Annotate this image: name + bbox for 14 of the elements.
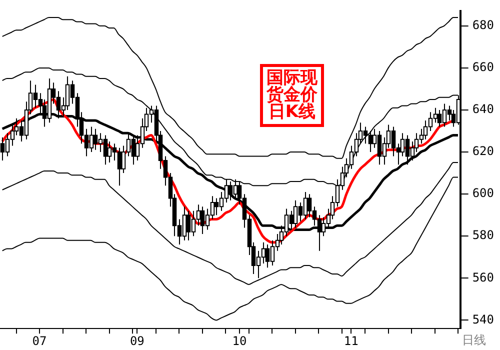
x-tick-label: 07 (32, 334, 47, 348)
y-tick-label: 540 (472, 312, 494, 326)
y-tick-label: 580 (472, 228, 494, 242)
y-tick-label: 660 (472, 60, 494, 74)
y-tick-label: 560 (472, 270, 494, 284)
x-tick-label: 11 (344, 334, 358, 348)
y-tick-label: 640 (472, 102, 494, 116)
text: 国际现货金价日K线 (260, 64, 324, 127)
y-tick-label: 600 (472, 186, 494, 200)
y-tick-label: 680 (472, 18, 494, 32)
x-tick-label: 09 (130, 334, 144, 348)
y-tick-label: 620 (472, 144, 494, 158)
text: 日线 (462, 332, 486, 349)
x-tick-label: 10 (232, 334, 247, 348)
